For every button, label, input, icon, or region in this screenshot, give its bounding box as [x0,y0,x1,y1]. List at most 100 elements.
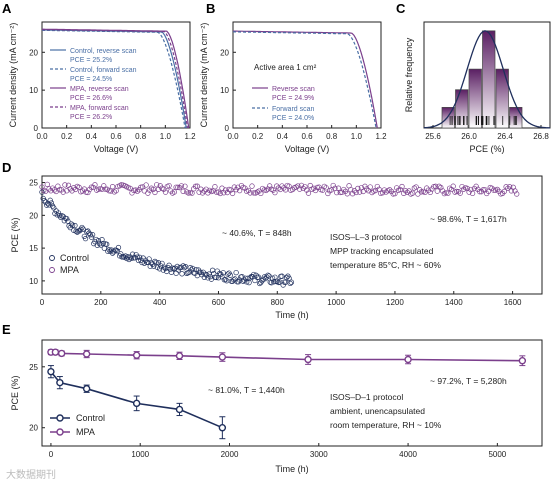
legend-pce: PCE = 24.5% [70,76,112,83]
mpa-data-point [258,190,264,197]
y-axis-label: Current density (mA cm⁻²) [8,23,18,128]
y-tick-label: 25 [29,179,38,188]
legend-label: Forward scan [272,106,315,113]
histogram-bar [482,30,496,129]
control-data-point [225,271,231,277]
mpa-data-point [102,186,109,192]
x-tick-label: 1200 [386,298,404,307]
control-data-point [64,215,70,222]
control-data-point [136,254,143,260]
mpa-data-point [298,182,305,189]
control-data-point [233,269,239,276]
control-data-point [205,275,211,281]
mpa-data-point [386,187,393,193]
mpa-data-point [150,186,156,193]
mpa-data-point [48,188,54,194]
mpa-data-point [480,187,486,193]
panel-c: C 25.6 26.0 26.4 26.8 PCE (%) Relative frequen… [396,1,551,154]
mpa-data-point [109,184,116,190]
mpa-data-point [166,182,172,189]
mpa-data-point [219,185,225,191]
control-data-point [181,265,188,271]
mpa-data-point [218,353,227,361]
panel-letter: C [396,1,406,16]
legend-label: Reverse scan [272,86,315,93]
control-data-point [179,271,185,277]
y-tick-label: 10 [220,86,229,95]
mpa-data-point [466,189,472,195]
legend-label: MPA [76,427,95,437]
control-data-point [175,405,184,414]
annotation-control-retention: ~ 40.6%, T = 848h [222,228,292,238]
x-tick-label: 0 [49,450,54,459]
mpa-data-point [518,357,527,365]
mpa-data-point [289,186,296,193]
control-data-point [126,256,132,263]
mpa-data-point [305,190,312,196]
mpa-data-point [194,183,200,189]
mpa-data-point [132,351,141,359]
mpa-data-point [231,184,238,190]
control-data-point [269,275,276,281]
mpa-data-point [323,185,329,191]
control-data-point [244,279,250,285]
mpa-data-point [265,186,271,192]
x-tick-label: 0.6 [301,132,313,141]
mpa-data-point [434,188,440,194]
panel-e: E 0 1000 2000 3000 4000 5000 20 25 Time (h) PCE (%… [2,322,543,474]
control-data-point [104,241,110,247]
y-tick-label: 20 [220,48,229,57]
control-data-point [134,254,140,260]
mpa-data-point [266,183,273,189]
control-data-point [72,222,78,229]
control-data-point [146,256,152,262]
legend-label: Control [60,253,89,263]
jv-curve [232,31,377,129]
mpa-data-point [514,191,520,197]
legend-pce: PCE = 25.2% [70,57,112,64]
control-data-point [80,226,86,232]
control-data-point [227,272,233,278]
control-data-point [151,263,157,269]
mpa-data-point [161,186,167,192]
panel-letter: A [2,1,12,16]
mpa-data-point [404,189,410,195]
control-data-point [99,237,105,243]
mpa-data-point [349,191,356,197]
mpa-data-point [330,182,336,189]
annotation-conditions: MPP tracking encapsulated [330,246,434,256]
mpa-data-point [321,183,328,190]
control-data-point [56,213,63,219]
x-tick-label: 1400 [445,298,463,307]
panel-a: A 0.0 0.2 0.4 0.6 0.8 1.0 1.2 0 10 20 Voltage (V) Cu… [2,1,196,154]
mpa-data-point [312,187,319,194]
mpa-data-point [85,189,91,196]
mpa-data-point [46,186,52,192]
mpa-data-point [162,189,169,195]
mpa-data-point [469,190,476,197]
mpa-data-point [176,185,183,191]
legend-label: MPA [60,265,79,275]
mpa-data-point [229,190,236,197]
mpa-data-point [145,190,151,196]
mpa-data-point [221,190,227,196]
control-data-point [96,241,103,247]
annotation-mpa-retention: ~ 97.2%, T = 5,280h [430,376,507,386]
x-tick-label: 5000 [488,450,506,459]
mpa-data-point [341,186,347,193]
mpa-data-point [57,349,66,358]
control-data-point [202,271,209,277]
control-data-point [286,275,292,281]
mpa-data-point [512,188,518,194]
control-data-point [247,275,253,281]
jv-curve [233,30,378,129]
x-tick-label: 0.8 [135,132,147,141]
control-data-point [56,378,64,387]
mpa-data-point [217,190,223,197]
y-axis-label: Current density (mA cm⁻²) [199,23,209,128]
control-data-point [246,279,252,286]
mpa-data-point [131,187,137,193]
mpa-data-point [379,190,386,196]
y-tick-label: 10 [29,277,38,286]
legend-marker [56,414,64,422]
